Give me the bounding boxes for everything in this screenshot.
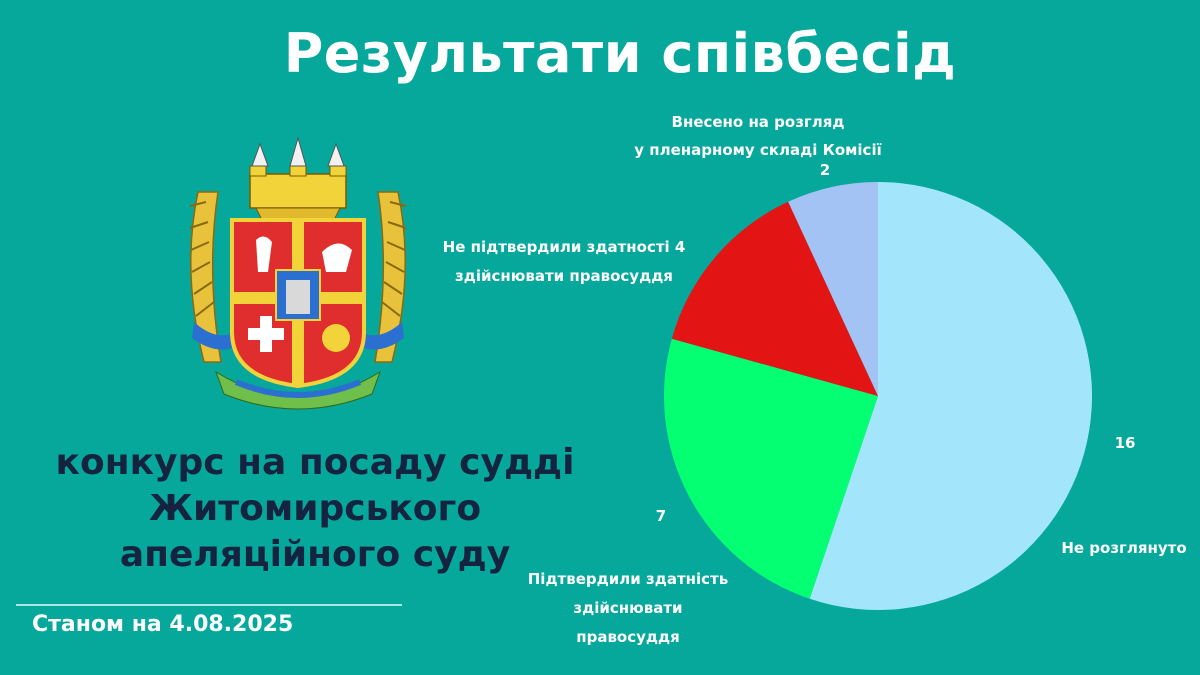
contest-line: конкурс на посаду судді bbox=[55, 442, 575, 483]
shield-icon bbox=[230, 218, 366, 389]
label-submitted-line1: Внесено на розгляд bbox=[672, 113, 845, 131]
label-submitted-line2: у пленарному складі Комісії bbox=[634, 141, 881, 159]
pie-slice-2 bbox=[671, 201, 878, 396]
as-of-date: Станом на 4.08.2025 bbox=[32, 612, 294, 637]
label-not-confirmed-line2: здійснювати правосуддя bbox=[455, 267, 673, 285]
wheat-right-icon bbox=[374, 191, 407, 363]
value-confirmed: 7 bbox=[656, 507, 666, 525]
value-not-reviewed: 16 bbox=[1115, 434, 1136, 452]
pie-slice-0 bbox=[809, 182, 1092, 610]
label-not-confirmed-line1: Не підтвердили здатності 4 bbox=[443, 238, 686, 256]
label-confirmed-line3: правосуддя bbox=[576, 628, 680, 646]
contest-title: конкурс на посаду судді Житомирського ап… bbox=[30, 440, 600, 578]
pie-slice-1 bbox=[664, 338, 878, 599]
value-submitted: 2 bbox=[820, 161, 830, 179]
contest-line: апеляційного суду bbox=[119, 534, 511, 575]
contest-line: Житомирського bbox=[148, 488, 482, 529]
label-confirmed-line2: здійснювати bbox=[573, 599, 682, 617]
label-confirmed-line1: Підтвердили здатність bbox=[528, 570, 728, 588]
pie-slice-3 bbox=[788, 182, 878, 396]
page-title: Результати співбесід bbox=[283, 22, 957, 85]
divider bbox=[16, 604, 402, 606]
wheat-left-icon bbox=[189, 191, 222, 363]
coat-of-arms-icon bbox=[189, 136, 407, 410]
label-not-reviewed: Не розглянуто bbox=[1061, 539, 1186, 557]
crown-icon bbox=[249, 136, 347, 221]
